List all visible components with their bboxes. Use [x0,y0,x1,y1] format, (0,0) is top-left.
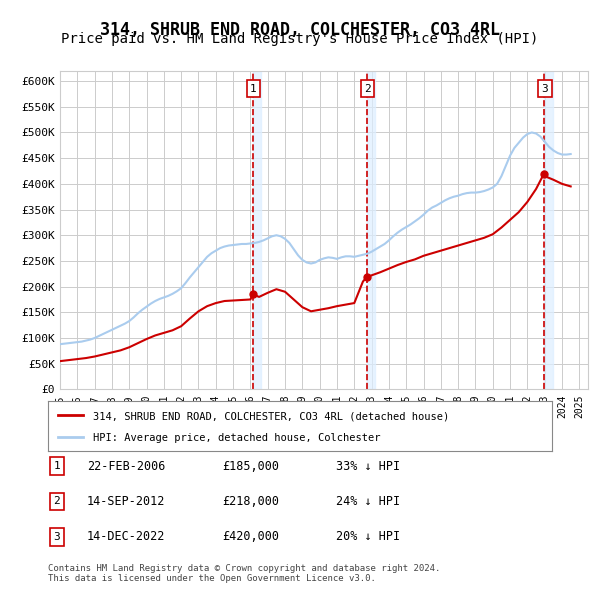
Text: 22-FEB-2006: 22-FEB-2006 [87,460,166,473]
Text: Price paid vs. HM Land Registry's House Price Index (HPI): Price paid vs. HM Land Registry's House … [61,32,539,47]
Text: £420,000: £420,000 [222,530,279,543]
Text: 14-DEC-2022: 14-DEC-2022 [87,530,166,543]
Text: 1: 1 [250,84,257,94]
Text: 2: 2 [53,497,61,506]
Text: 3: 3 [53,532,61,542]
Text: 24% ↓ HPI: 24% ↓ HPI [336,495,400,508]
Text: HPI: Average price, detached house, Colchester: HPI: Average price, detached house, Colc… [94,433,381,443]
Text: 314, SHRUB END ROAD, COLCHESTER, CO3 4RL (detached house): 314, SHRUB END ROAD, COLCHESTER, CO3 4RL… [94,411,449,421]
Text: £218,000: £218,000 [222,495,279,508]
Text: 14-SEP-2012: 14-SEP-2012 [87,495,166,508]
Text: £185,000: £185,000 [222,460,279,473]
Text: 3: 3 [542,84,548,94]
Bar [253,71,262,389]
Text: 1: 1 [53,461,61,471]
Text: Contains HM Land Registry data © Crown copyright and database right 2024.
This d: Contains HM Land Registry data © Crown c… [48,563,440,583]
Text: 33% ↓ HPI: 33% ↓ HPI [336,460,400,473]
Text: 314, SHRUB END ROAD, COLCHESTER, CO3 4RL: 314, SHRUB END ROAD, COLCHESTER, CO3 4RL [100,21,500,39]
Bar [544,71,553,389]
Text: 20% ↓ HPI: 20% ↓ HPI [336,530,400,543]
Text: 2: 2 [364,84,371,94]
Bar [367,71,375,389]
